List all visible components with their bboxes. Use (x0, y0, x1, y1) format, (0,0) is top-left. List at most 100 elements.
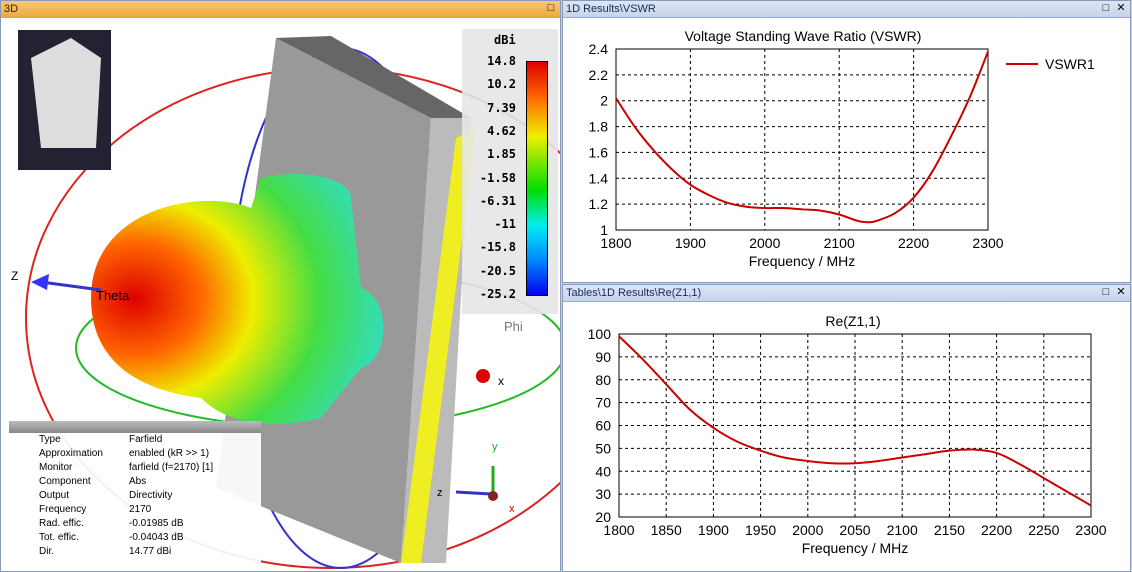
info-value: enabled (kR >> 1) (129, 448, 210, 459)
farfield-info-box: Type Farfield Approximation enabled (kR >> … (9, 421, 261, 567)
info-row: Type Farfield (9, 433, 261, 447)
info-row: Output Directivity (9, 489, 261, 503)
x-tick-label: 1800 (603, 522, 634, 538)
x-tick-label: 1800 (600, 235, 631, 251)
x-tick-label: 2300 (1075, 522, 1106, 538)
info-row: Rad. effic. -0.01985 dB (9, 517, 261, 531)
colorbar-tick: -25.2 (479, 287, 516, 301)
vswr-titlebar: 1D Results\VSWR □ ✕ (563, 1, 1130, 18)
info-value: Abs (129, 476, 147, 487)
close-button[interactable]: ✕ (1116, 286, 1126, 298)
y-tick-label: 1 (600, 222, 608, 238)
farfield-pattern (91, 174, 384, 424)
y-tick-label: 60 (595, 418, 611, 434)
info-value: Farfield (129, 434, 163, 445)
colorbar-gradient (526, 61, 548, 296)
maximize-button[interactable]: □ (1102, 286, 1110, 298)
info-row: Tot. effic. -0.04043 dB (9, 531, 261, 545)
y-tick-label: 20 (595, 509, 611, 525)
x-tick-label: 2000 (792, 522, 823, 538)
x-tick-label: 2100 (887, 522, 918, 538)
info-row: Component Abs (9, 475, 261, 489)
y-tick-label: 40 (595, 463, 611, 479)
x-tick-label: 2200 (898, 235, 929, 251)
x-tick-label: 2050 (839, 522, 870, 538)
y-tick-label: 1.6 (589, 144, 609, 160)
x-axis-label-small: x (509, 503, 515, 515)
colorbar-tick: -6.31 (479, 193, 516, 208)
3d-view-panel[interactable]: 3D □ Z Theta Phi x y z x dBi 14.8 10.2 7.39… (0, 0, 561, 572)
series-line (615, 51, 989, 224)
info-row: Monitor farfield (f=2170) [1] (9, 461, 261, 475)
y-tick-label: 2.2 (589, 67, 609, 83)
chart-title: Re(Z1,1) (825, 313, 880, 329)
info-value: farfield (f=2170) [1] (129, 462, 214, 473)
x-tick-label: 1850 (651, 522, 682, 538)
x-tick-label: 2300 (972, 235, 1003, 251)
info-key: Dir. (39, 546, 54, 557)
colorbar-legend: dBi 14.8 10.2 7.39 4.62 1.85 -1.58 -6.31 -11 -15… (462, 29, 558, 314)
y-tick-label: 1.4 (589, 170, 609, 186)
info-key: Type (39, 434, 61, 445)
x-tick-label: 2150 (934, 522, 965, 538)
maximize-button[interactable]: □ (1102, 2, 1110, 14)
rez-panel[interactable]: Tables\1D Results\Re(Z1,1) □ ✕ Re(Z1,1) 180… (562, 284, 1131, 572)
close-button[interactable]: ✕ (1116, 2, 1126, 14)
info-row: Frequency 2170 (9, 503, 261, 517)
info-value: -0.01985 dB (129, 518, 184, 529)
x-axis-label: Frequency / MHz (802, 540, 909, 556)
colorbar-tick: -20.5 (479, 263, 516, 278)
info-value: Directivity (129, 490, 173, 501)
plot-frame (618, 333, 1092, 518)
info-value: 14.77 dBi (129, 546, 172, 557)
info-key: Monitor (39, 462, 73, 473)
y-tick-label: 2.4 (589, 41, 609, 57)
y-tick-label: 1.8 (589, 119, 609, 135)
x-tick-label: 1950 (745, 522, 776, 538)
x-axis-label: Frequency / MHz (749, 253, 856, 269)
colorbar-tick: -11 (494, 217, 516, 232)
series-line (618, 335, 1092, 507)
y-tick-label: 90 (595, 349, 611, 365)
z-axis-label-small: z (437, 487, 443, 499)
legend-label: VSWR1 (1045, 56, 1095, 72)
rez-titlebar: Tables\1D Results\Re(Z1,1) □ ✕ (563, 285, 1130, 302)
chart-title: Voltage Standing Wave Ratio (VSWR) (685, 28, 922, 44)
x-tick-label: 2250 (1028, 522, 1059, 538)
info-key: Tot. effic. (39, 532, 79, 543)
panel-title: 1D Results\VSWR (566, 3, 656, 15)
theta-label: Theta (96, 288, 130, 303)
x-tick-label: 1900 (698, 522, 729, 538)
vswr-panel[interactable]: 1D Results\VSWR □ ✕ Voltage Standing Wave … (562, 0, 1131, 283)
maximize-button[interactable]: □ (547, 2, 555, 14)
colorbar-tick: -15.8 (479, 240, 516, 255)
vswr-chart: Voltage Standing Wave Ratio (VSWR) 1800 19… (589, 28, 1095, 269)
info-key: Rad. effic. (39, 518, 84, 529)
y-tick-label: 100 (588, 326, 612, 342)
info-row: Approximation enabled (kR >> 1) (9, 447, 261, 461)
colorbar-tick: 10.2 (487, 77, 516, 92)
colorbar-tick: 1.85 (487, 147, 516, 162)
colorbar-tick: 7.39 (487, 100, 516, 115)
info-key: Component (39, 476, 91, 487)
info-key: Output (39, 490, 70, 501)
y-tick-label: 50 (595, 440, 611, 456)
info-value: -0.04043 dB (129, 532, 184, 543)
panel-title: 3D (4, 3, 19, 15)
y-tick-label: 2 (600, 93, 608, 109)
colorbar-unit: dBi (494, 33, 516, 47)
x-tick-label: 1900 (675, 235, 706, 251)
colorbar-tick: 4.62 (487, 123, 516, 138)
colorbar-tick: 14.8 (487, 54, 516, 68)
info-row: Dir. 14.77 dBi (9, 545, 261, 559)
y-tick-label: 1.2 (589, 196, 609, 212)
info-key: Approximation (39, 448, 103, 459)
x-tick-label: 2000 (749, 235, 780, 251)
y-tick-label: 80 (595, 372, 611, 388)
z-axis-label: Z (11, 269, 18, 283)
plot-frame (615, 48, 989, 231)
y-axis-label: y (492, 441, 498, 453)
y-tick-label: 30 (595, 486, 611, 502)
rez-chart: Re(Z1,1)1800 1850 1900 1950 2000 2050 2100 2150… (588, 313, 1107, 556)
3d-panel-titlebar: 3D □ (1, 1, 560, 18)
